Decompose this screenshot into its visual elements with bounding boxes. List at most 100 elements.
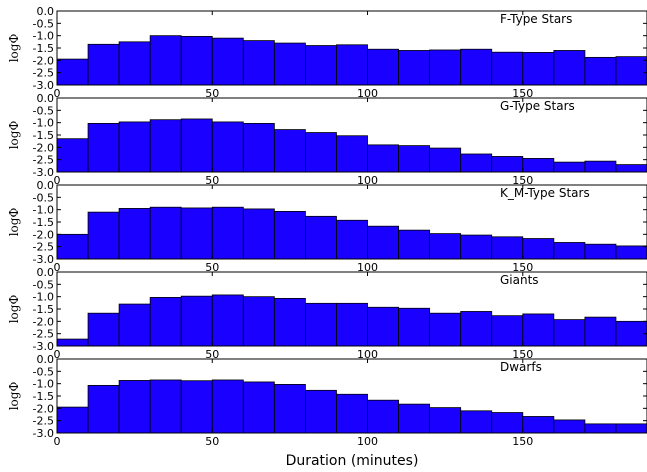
y-axis-label: logΦ: [7, 295, 21, 324]
y-tick-label: -1.0: [33, 378, 54, 391]
bar: [336, 219, 368, 260]
panels: 0.0-0.5-1.0-1.5-2.0-2.5-3.00 50 100 150F-Ty…: [7, 5, 647, 448]
x-tick-label: 100: [357, 261, 378, 274]
bar: [211, 294, 244, 347]
bar: [429, 312, 462, 347]
panel-title: Giants: [500, 273, 539, 287]
x-tick-label: 100: [357, 174, 378, 187]
bar: [87, 312, 120, 347]
bar: [149, 379, 182, 434]
y-tick-label: -0.5: [33, 191, 54, 204]
y-tick-label: -2.5: [33, 67, 54, 80]
bar: [273, 297, 306, 347]
bar: [118, 121, 151, 173]
bar: [553, 161, 586, 173]
bar: [273, 42, 306, 86]
bar: [149, 119, 182, 173]
bar: [149, 297, 182, 347]
bar: [180, 207, 213, 260]
bar: [273, 129, 306, 173]
bar: [522, 52, 555, 86]
bar: [273, 384, 306, 434]
bar: [584, 160, 617, 173]
bar: [584, 316, 617, 347]
y-tick-label: -2.5: [33, 415, 54, 428]
bar: [242, 40, 275, 86]
bar: [522, 313, 555, 347]
bar: [429, 407, 462, 434]
bar: [118, 380, 151, 434]
bar: [553, 242, 586, 260]
bar: [398, 307, 431, 347]
bar: [460, 311, 493, 347]
panel-1: 0.0-0.5-1.0-1.5-2.0-2.5-3.00 50 100 150 G-Ty…: [7, 92, 647, 187]
bar: [56, 138, 89, 173]
x-tick-label: 50: [205, 261, 219, 274]
y-tick-label: -0.5: [33, 17, 54, 30]
y-tick-label: -1.0: [33, 30, 54, 43]
bar: [180, 118, 213, 173]
bar: [522, 416, 555, 434]
x-tick-label: 150: [512, 174, 533, 187]
bar: [460, 234, 493, 260]
bar: [242, 123, 275, 173]
bar: [398, 229, 431, 260]
bar: [615, 320, 647, 347]
y-tick-label: -1.5: [33, 42, 54, 55]
y-tick-label: -2.5: [33, 154, 54, 167]
bar: [615, 423, 647, 434]
panel-title: K_M-Type Stars: [500, 186, 590, 200]
bar: [336, 135, 368, 173]
panel-2: 0.0-0.5-1.0-1.5-2.0-2.5-3.00 50 100 150 K_M-…: [7, 179, 647, 274]
bar: [336, 44, 368, 86]
bar: [491, 156, 524, 173]
bar: [367, 48, 399, 86]
x-tick-label: 150: [512, 435, 533, 448]
x-tick-label: 50: [205, 348, 219, 361]
bar: [305, 132, 337, 173]
x-tick-label: 100: [357, 348, 378, 361]
bar: [491, 51, 524, 86]
x-tick-label: 0: [54, 348, 61, 361]
bar: [491, 412, 524, 434]
y-tick-label: 0.0: [37, 92, 55, 105]
bar: [87, 211, 120, 260]
y-axis-label: logΦ: [7, 382, 21, 411]
x-tick-label: 50: [205, 87, 219, 100]
bar: [118, 41, 151, 86]
bar: [149, 206, 182, 260]
y-tick-label: 0.0: [37, 179, 55, 192]
bar: [211, 37, 244, 86]
bar: [305, 302, 337, 347]
x-tick-label: 0: [54, 435, 61, 448]
y-tick-label: -1.5: [33, 129, 54, 142]
x-axis-label: Duration (minutes): [286, 453, 419, 469]
y-tick-label: -3.0: [33, 340, 54, 353]
bar: [522, 238, 555, 260]
bar: [118, 208, 151, 260]
y-axis-label: logΦ: [7, 208, 21, 237]
bar: [460, 48, 493, 86]
panel-title: F-Type Stars: [500, 12, 572, 26]
y-tick-label: 0.0: [37, 266, 55, 279]
y-tick-label: -1.0: [33, 291, 54, 304]
bar: [118, 303, 151, 347]
bar: [336, 393, 368, 434]
y-tick-label: -2.5: [33, 328, 54, 341]
x-tick-label: 100: [357, 435, 378, 448]
y-tick-label: -1.0: [33, 204, 54, 217]
y-tick-label: -1.0: [33, 117, 54, 130]
y-tick-label: -2.0: [33, 141, 54, 154]
x-tick-label: 0: [54, 87, 61, 100]
bar: [553, 50, 586, 86]
bar: [615, 164, 647, 173]
bar: [242, 381, 275, 434]
y-tick-label: -1.5: [33, 390, 54, 403]
bar: [584, 56, 617, 86]
x-tick-label: 0: [54, 174, 61, 187]
bar: [180, 36, 213, 86]
bar: [429, 147, 462, 173]
x-tick-label: 100: [357, 87, 378, 100]
bar: [460, 410, 493, 434]
